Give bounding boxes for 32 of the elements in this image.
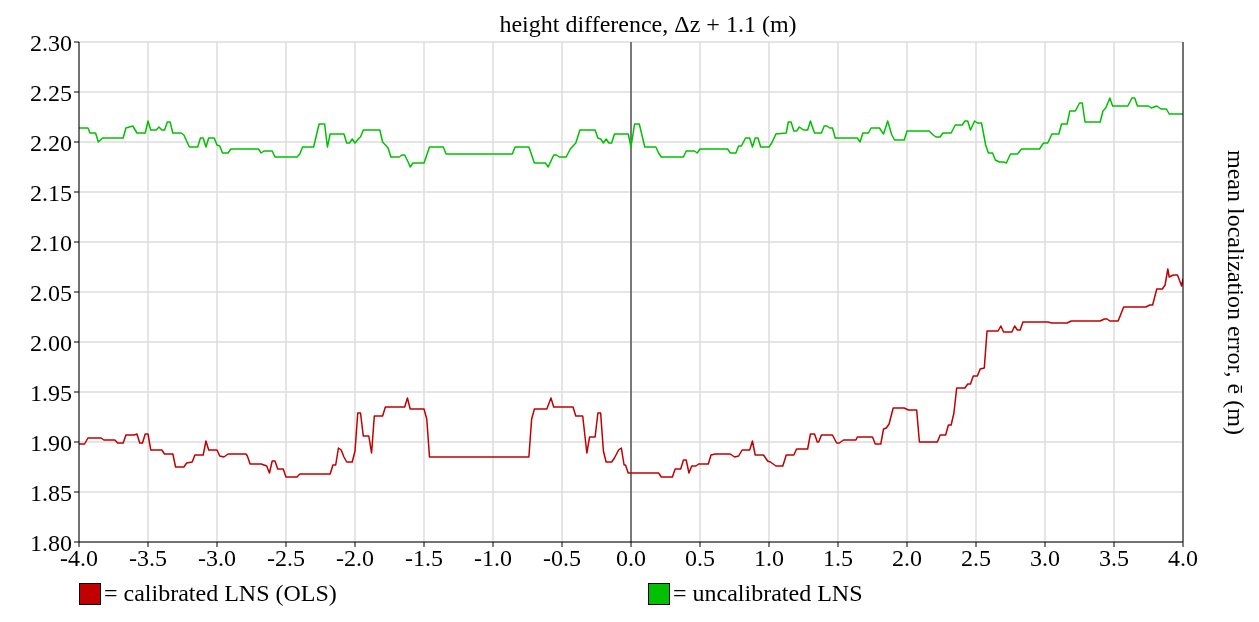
x-tick-label: -2.5 — [267, 545, 305, 572]
x-tick-label: 3.5 — [1099, 545, 1129, 572]
legend-label: = calibrated LNS (OLS) — [104, 580, 337, 607]
y-tick-label: 2.05 — [30, 279, 72, 306]
y-tick-label: 1.85 — [30, 479, 72, 506]
x-tick-label: -1.5 — [405, 545, 443, 572]
x-tick-label: 1.0 — [754, 545, 784, 572]
x-tick-label: 2.0 — [892, 545, 922, 572]
y-axis-title: mean localization error, ē (m) — [1222, 148, 1250, 437]
x-axis-title: height difference, Δz + 1.1 (m) — [498, 10, 798, 38]
x-tick-label: -3.0 — [198, 545, 236, 572]
x-tick-label: -2.0 — [336, 545, 374, 572]
x-tick-label: 4.0 — [1168, 545, 1198, 572]
y-tick-label: 2.10 — [30, 229, 72, 256]
y-tick-label: 1.95 — [30, 379, 72, 406]
x-tick-label: -1.0 — [474, 545, 512, 572]
y-tick-label: 2.15 — [30, 179, 72, 206]
x-tick-label: 0.5 — [685, 545, 715, 572]
x-tick-label: -3.5 — [129, 545, 167, 572]
legend-label: = uncalibrated LNS — [673, 580, 863, 607]
y-tick-label: 1.90 — [30, 429, 72, 456]
y-tick-label: 2.00 — [30, 329, 72, 356]
y-tick-label: 2.30 — [30, 29, 72, 56]
line-series — [79, 97, 1183, 168]
y-tick-label: 2.25 — [30, 79, 72, 106]
x-tick-label: 1.5 — [823, 545, 853, 572]
x-tick-label: -0.5 — [543, 545, 581, 572]
x-tick-label: 0.0 — [616, 545, 646, 572]
y-tick-label: 2.20 — [30, 129, 72, 156]
x-tick-label: 3.0 — [1030, 545, 1060, 572]
line-series — [79, 268, 1183, 478]
x-tick-label: 2.5 — [961, 545, 991, 572]
